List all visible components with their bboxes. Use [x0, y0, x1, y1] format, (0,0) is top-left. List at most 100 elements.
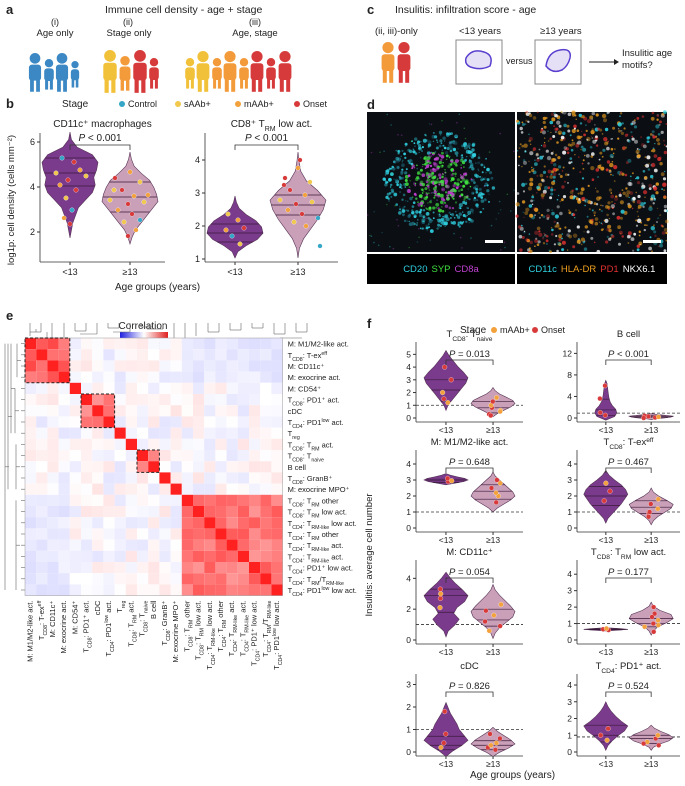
micro-signal	[598, 221, 601, 223]
micro-signal	[401, 161, 403, 163]
significance-bracket	[605, 577, 652, 583]
micro-signal	[447, 164, 451, 169]
micro-signal	[640, 221, 642, 224]
micro-signal	[423, 216, 425, 218]
heatmap-cell	[36, 349, 48, 361]
micro-signal	[428, 206, 432, 210]
micro-signal	[651, 164, 653, 167]
micro-signal	[477, 168, 479, 170]
micro-signal	[613, 180, 616, 182]
micro-signal	[663, 144, 666, 146]
heatmap-cell	[148, 394, 160, 406]
data-point	[442, 708, 448, 715]
y-tick-label: 2	[567, 491, 572, 501]
data-point	[497, 735, 503, 742]
y-tick-label: 4	[406, 362, 411, 372]
micro-signal	[433, 182, 437, 185]
micro-signal	[575, 195, 578, 198]
heatmap-cell	[69, 562, 81, 574]
micro-signal	[438, 214, 442, 218]
heatmap-cell	[159, 483, 171, 495]
heatmap-cell	[137, 506, 149, 518]
heatmap-cell	[58, 584, 70, 596]
micro-signal	[411, 167, 414, 170]
micro-signal	[650, 226, 655, 231]
heatmap-cell	[47, 371, 59, 383]
micro-signal	[449, 189, 453, 193]
micro-signal	[395, 203, 398, 206]
micro-signal	[545, 239, 549, 243]
micro-signal	[518, 147, 521, 150]
micro-signal	[605, 240, 609, 244]
heatmap-cell	[170, 416, 182, 428]
micro-signal	[650, 197, 654, 202]
micro-signal	[447, 186, 450, 188]
micro-signal	[548, 216, 550, 219]
heatmap-cell	[92, 461, 104, 473]
heatmap-cell	[25, 562, 37, 574]
micro-signal	[521, 182, 526, 187]
micro-signal	[432, 211, 435, 214]
column-label: TCD8: TRM other	[182, 600, 194, 652]
data-point	[655, 732, 661, 738]
y-tick-label: 3	[195, 188, 200, 198]
x-tick-label: ≥13	[644, 759, 658, 769]
heatmap-cell	[58, 382, 70, 394]
heatmap-cell	[271, 349, 283, 361]
micro-signal	[635, 224, 639, 227]
p-value: P < 0.001	[608, 349, 649, 360]
micro-signal	[639, 201, 644, 207]
heatmap-cell	[92, 528, 104, 540]
micro-signal	[567, 182, 569, 184]
micro-signal	[464, 137, 467, 140]
heatmap-cell	[226, 427, 238, 439]
heatmap-cell	[81, 539, 93, 551]
micro-signal	[624, 173, 628, 177]
micro-signal	[643, 190, 648, 195]
heatmap-cell	[181, 539, 193, 551]
micro-signal	[576, 239, 581, 244]
heatmap-cell	[81, 450, 93, 462]
micro-signal	[503, 241, 506, 244]
heatmap-cell	[249, 371, 261, 383]
heatmap-cell	[81, 405, 93, 417]
micro-signal	[495, 218, 497, 220]
micro-signal	[635, 191, 637, 194]
micro-signal	[553, 188, 556, 191]
heatmap-cell	[193, 461, 205, 473]
heatmap-cell	[193, 539, 205, 551]
heatmap-cell	[114, 494, 126, 506]
micro-signal	[524, 211, 529, 215]
micro-signal	[636, 148, 639, 150]
micro-signal	[615, 195, 618, 198]
heatmap-cell	[181, 371, 193, 383]
micro-signal	[602, 205, 604, 207]
micro-signal	[550, 173, 553, 176]
micro-signal	[390, 172, 394, 176]
micro-signal	[558, 238, 562, 242]
micro-signal	[425, 195, 429, 199]
heatmap-cell	[159, 427, 171, 439]
heatmap-cell	[271, 360, 283, 372]
x-tick-label: ≥13	[486, 535, 500, 545]
data-point	[449, 478, 455, 484]
heatmap-cell	[125, 483, 137, 495]
micro-signal	[657, 133, 661, 136]
heatmap-cell	[226, 562, 238, 574]
micro-signal	[449, 155, 451, 157]
micro-signal	[556, 205, 560, 209]
heatmap-cell	[215, 438, 227, 450]
data-point	[115, 207, 121, 213]
data-point	[605, 726, 611, 732]
micro-signal	[460, 188, 464, 191]
micro-signal	[435, 206, 437, 209]
plot-title: B cell	[617, 329, 640, 340]
micro-signal	[419, 208, 423, 212]
significance-bracket	[445, 467, 494, 473]
micro-signal	[663, 195, 667, 199]
micro-signal	[611, 201, 613, 203]
heatmap-cell	[215, 461, 227, 473]
micro-signal	[545, 214, 550, 219]
micro-signal	[607, 201, 611, 205]
micro-signal	[480, 178, 484, 182]
